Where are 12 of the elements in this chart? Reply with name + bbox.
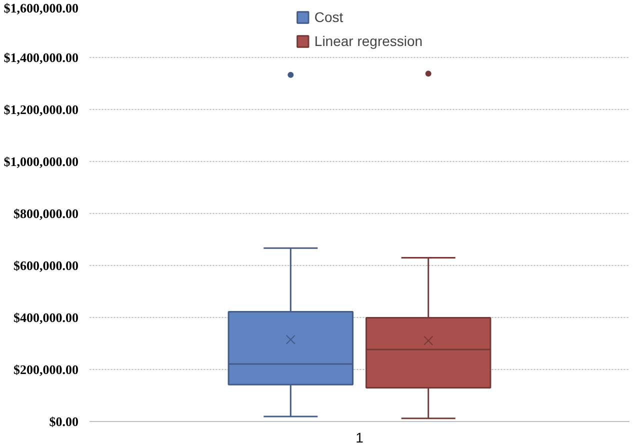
legend-label: Linear regression [314,33,423,49]
y-tick-label: $1,600,000.00 [4,0,78,16]
y-tick-label: $1,200,000.00 [4,102,78,117]
y-tick-label: $1,400,000.00 [4,50,78,65]
y-tick-label: $400,000.00 [14,310,78,325]
y-tick-label: $200,000.00 [14,362,78,377]
y-tick-label: $600,000.00 [14,258,78,273]
legend-label: Cost [314,9,344,25]
y-tick-label: $0.00 [49,414,78,429]
y-tick-label: $800,000.00 [14,206,78,221]
y-tick-label: $1,000,000.00 [4,154,78,169]
x-tick-label: 1 [356,430,364,445]
